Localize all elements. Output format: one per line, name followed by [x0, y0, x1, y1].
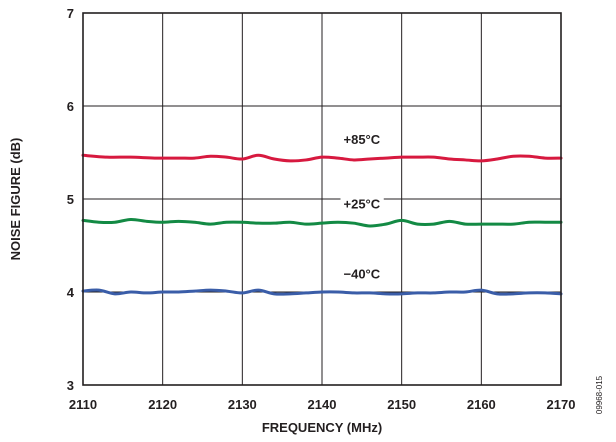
y-axis-title: NOISE FIGURE (dB) [8, 138, 23, 261]
series-label-bg [340, 131, 384, 149]
series-label-1: +25°C [344, 197, 381, 212]
y-tick-label: 6 [67, 99, 74, 114]
x-tick-label: 2140 [308, 397, 337, 412]
x-axis-title: FREQUENCY (MHz) [262, 420, 382, 435]
series-label-bg [340, 265, 384, 283]
y-tick-label: 3 [67, 378, 74, 393]
x-tick-label: 2110 [69, 397, 97, 412]
x-tick-label: 2160 [467, 397, 496, 412]
x-tick-label: 2120 [148, 397, 177, 412]
series-labels: +85°C +25°C −40°C [340, 131, 384, 283]
series-label-0: +85°C [344, 132, 381, 147]
series-label-bg [340, 195, 384, 213]
grid [83, 13, 561, 385]
x-tick-label: 2130 [228, 397, 257, 412]
y-tick-labels: 3 4 5 6 7 [67, 6, 75, 393]
x-tick-label: 2150 [387, 397, 416, 412]
series-label-2: −40°C [344, 266, 381, 281]
y-tick-label: 5 [67, 192, 74, 207]
plot-frame [82, 12, 562, 386]
x-tick-labels: 2110 2120 2130 2140 2150 2160 2170 [69, 397, 576, 412]
y-tick-label: 4 [67, 285, 75, 300]
series-lines [81, 153, 563, 296]
y-tick-label: 7 [67, 6, 74, 21]
series-line-2 [81, 288, 563, 296]
series-line-0 [81, 153, 563, 163]
x-tick-label: 2170 [547, 397, 576, 412]
figure-id: 09968-015 [595, 375, 604, 414]
series-line-1 [81, 217, 563, 228]
